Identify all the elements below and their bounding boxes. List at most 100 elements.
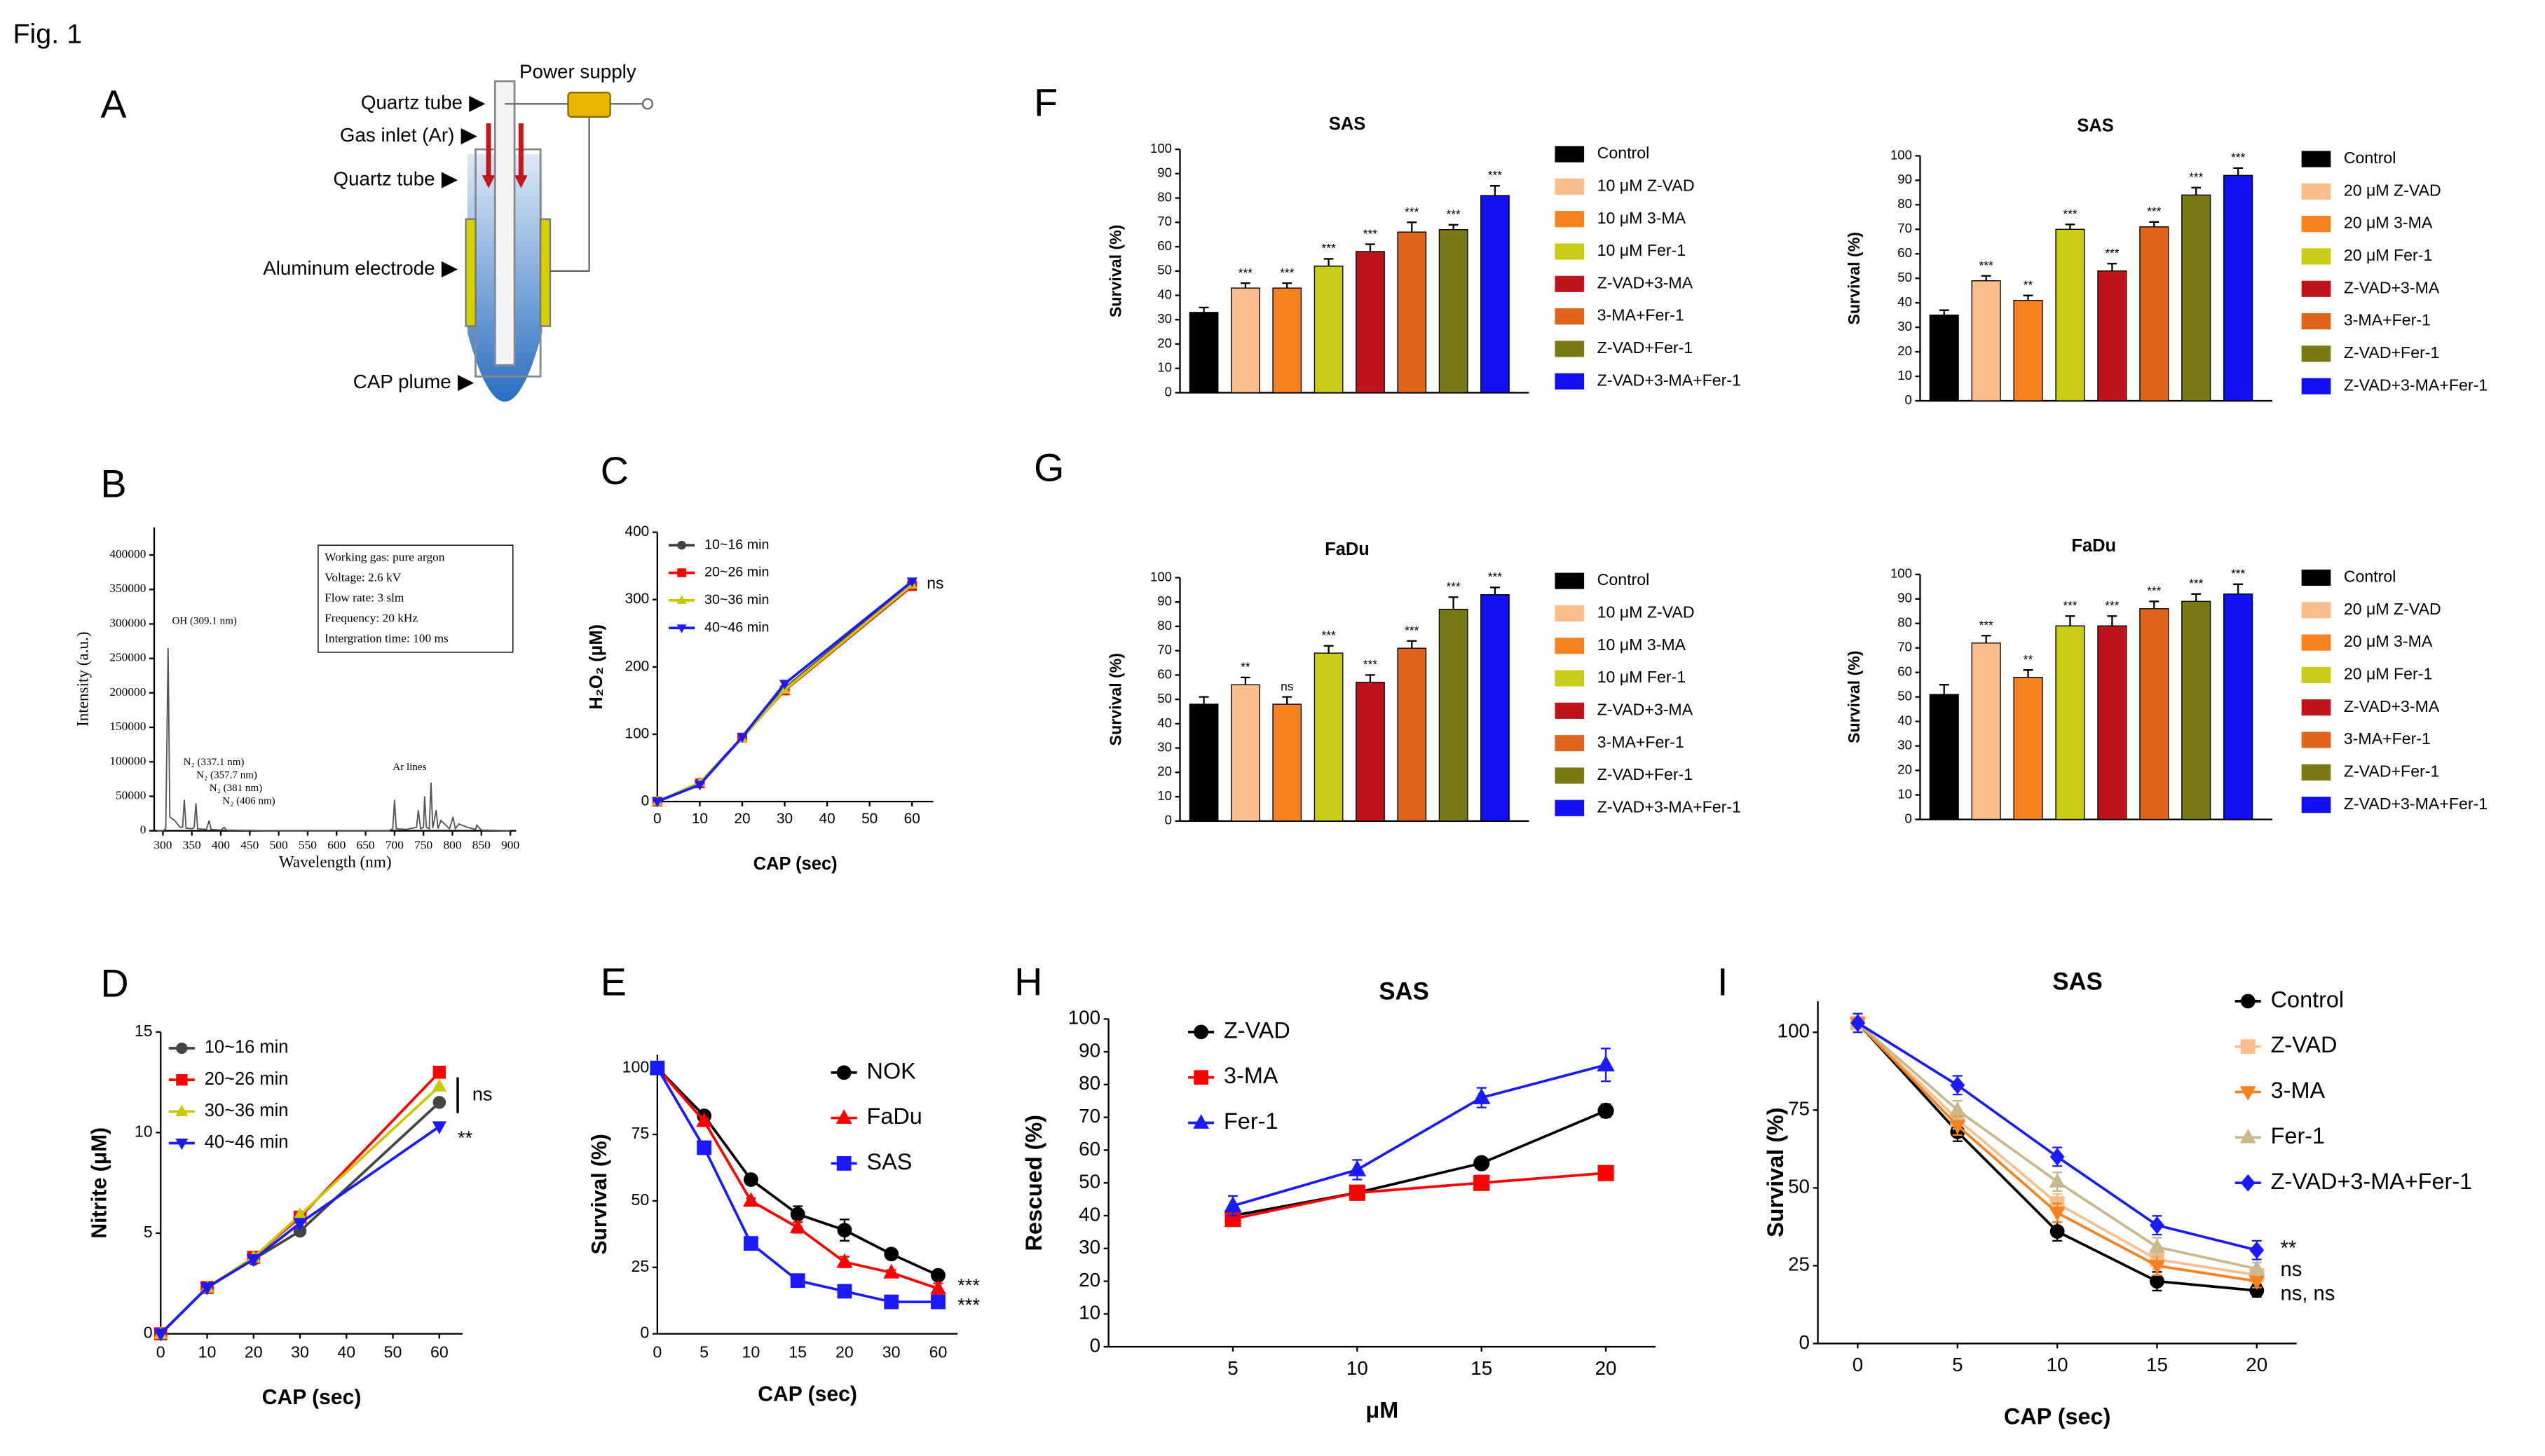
error-bar [1407,221,1417,233]
error-bar [1448,224,1459,230]
y-axis-label: Survival (%) [588,1134,611,1254]
y-tick-label: 20 [1897,343,1912,358]
y-tick-label: 70 [1157,643,1172,657]
chart-title: SAS [1329,114,1365,134]
diagram-label: CAP plume [353,371,451,392]
x-tick-label: 15 [2146,1354,2168,1375]
significance-label: *** [2063,598,2077,612]
y-tick-label: 40 [1079,1203,1100,1225]
info-text: Working gas: pure argon [325,551,445,564]
chart-title: FaDu [1325,540,1370,559]
x-axis-label: Wavelength (nm) [279,853,392,871]
y-tick-label: 50000 [116,788,146,802]
legend-label: Z-VAD+3-MA+Fer-1 [2271,1169,2473,1194]
bar [2055,625,2085,820]
legend-label: Z-VAD+3-MA [1597,700,1693,718]
point [930,1279,946,1295]
series-line [1232,1172,1606,1221]
point [2049,1148,2065,1166]
y-tick-label: 50 [1897,689,1912,703]
legend-swatch [1555,308,1585,325]
legend-label: 3-MA+Fer-1 [2344,311,2431,329]
point [790,1207,805,1222]
error-bar [1240,676,1250,685]
legend-swatch [2301,280,2331,297]
y-tick-label: 60 [1897,245,1912,260]
y-tick-label: 20 [1157,336,1172,350]
y-tick-label: 0 [1905,811,1912,825]
point [884,1246,899,1262]
y-tick-label: 20 [1157,764,1172,778]
bar [1397,647,1427,822]
error-bar [1323,645,1334,654]
legend-swatch [2301,569,2331,586]
wire [505,103,643,272]
y-tick-label: 50 [632,1190,650,1209]
legend-label: 10 μM Fer-1 [1597,668,1686,686]
legend-swatch [2301,216,2331,233]
legend-marker [2240,1174,2256,1192]
x-tick-label: 600 [327,839,346,852]
legend-label: 3-MA+Fer-1 [1597,733,1684,751]
y-tick-label: 75 [1788,1098,1810,1120]
x-tick-label: 900 [501,839,519,852]
point [1950,1076,1965,1094]
y-tick-label: 100 [1890,147,1912,162]
point [2249,1241,2265,1259]
error-bar [1323,258,1334,266]
x-tick-label: 40 [337,1342,355,1361]
point [432,1078,447,1092]
panel-letter: F [1034,81,1058,124]
x-tick-label: 10 [692,811,708,827]
x-tick-label: 0 [653,811,662,827]
legend-marker [175,1104,189,1116]
y-tick-label: 0 [1165,813,1172,827]
legend-label: 20 μM Fer-1 [2344,246,2433,264]
legend-label: Control [2271,987,2344,1012]
x-tick-label: 5 [700,1342,709,1361]
info-text: Frequency: 20 kHz [325,611,418,624]
error-bar [2107,263,2117,271]
annotation: N₂ (406 nm) [222,795,275,806]
y-tick-label: 70 [1897,221,1912,235]
point [737,733,748,743]
bar [1438,608,1468,822]
y-tick-label: 30 [1157,739,1172,754]
terminal [641,98,654,110]
error-bar [2191,593,2202,602]
legend-marker [1194,1024,1208,1040]
y-tick-label: 10 [1079,1302,1100,1324]
legend-marker [676,595,687,604]
x-tick-label: 50 [861,811,878,827]
significance-label: ** [2024,277,2033,291]
bar [2181,600,2211,820]
bar [1971,643,2001,820]
y-tick-label: 10 [1897,368,1912,383]
diagram-label: Quartz tube [334,167,435,189]
y-tick-label: 100 [1890,566,1912,581]
legend-swatch [1555,799,1585,816]
point [292,1207,308,1221]
bar [2223,593,2253,820]
y-tick-label: 20 [1897,762,1912,776]
point [742,1192,759,1207]
significance-label: *** [1321,628,1336,642]
legend-label: 3-MA+Fer-1 [2344,729,2431,748]
significance-label: *** [2105,246,2120,260]
y-tick-label: 350000 [109,582,146,595]
point [2049,1172,2066,1188]
error-bar [2191,186,2202,195]
point [837,1223,852,1238]
y-tick-label: 5 [144,1223,153,1241]
x-tick-label: 0 [1853,1354,1863,1375]
x-axis-label: μM [1365,1397,1398,1422]
significance-label: *** [1488,168,1503,182]
y-tick-label: 90 [1897,172,1912,186]
y-tick-label: 10 [1157,788,1172,803]
bar [1356,682,1385,822]
error-bar [1490,586,1500,595]
y-tick-label: 80 [1897,196,1912,211]
bar [1231,684,1260,822]
x-tick-label: 20 [734,811,750,827]
y-tick-label: 0 [144,1324,153,1342]
